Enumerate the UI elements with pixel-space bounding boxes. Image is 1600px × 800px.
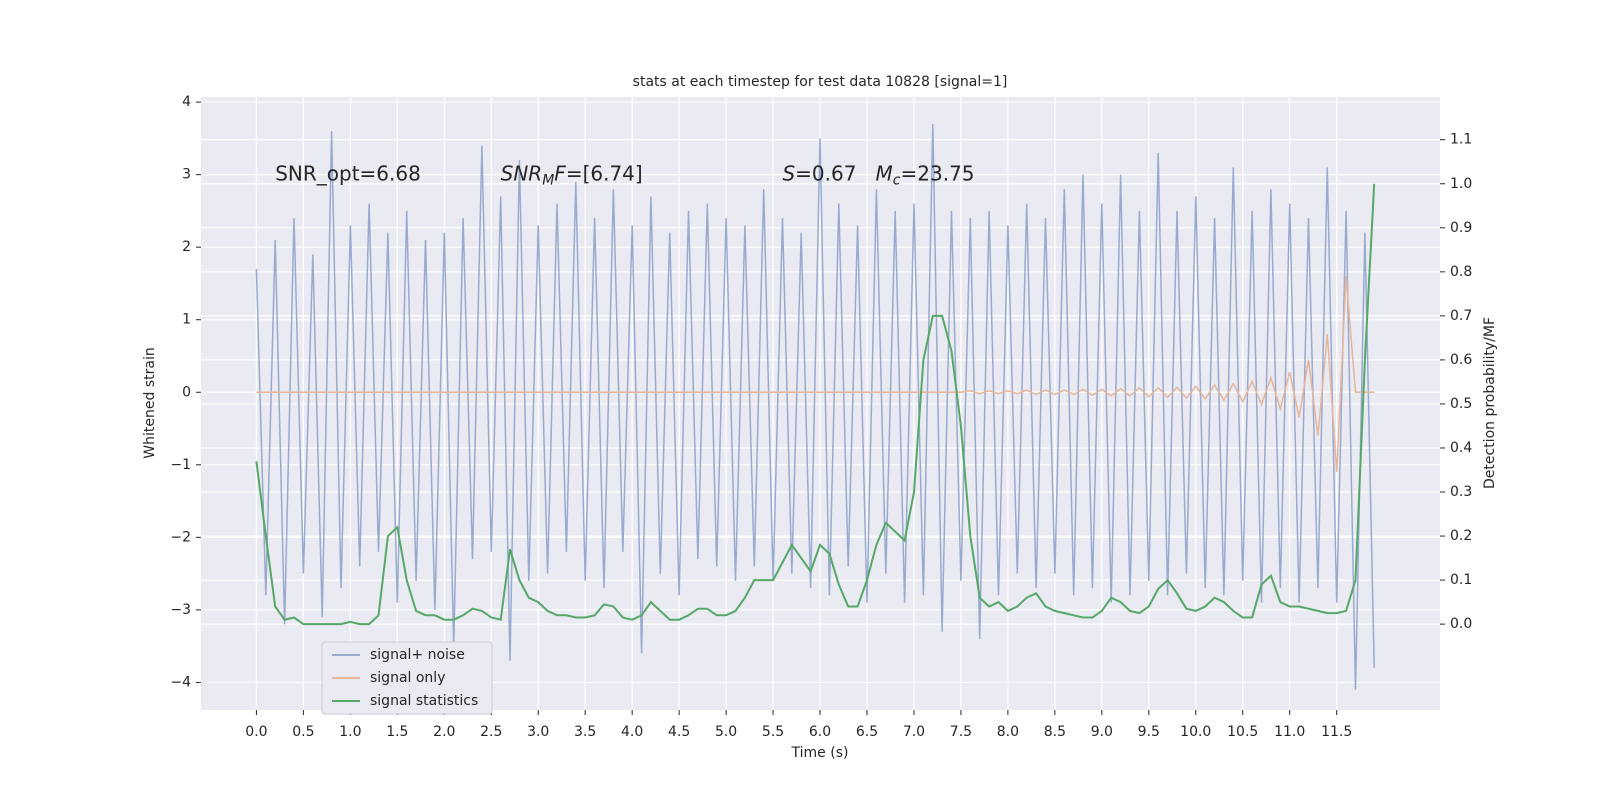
annotation-part: S [782, 161, 795, 185]
annotation-part: M [542, 173, 554, 189]
y2-tick-label: 0.7 [1450, 308, 1472, 324]
series-line [255, 123, 1375, 690]
x-tick-label: 9.5 [1138, 724, 1160, 740]
x-tick-label: 11.0 [1274, 724, 1305, 740]
x-tick-label: 5.5 [762, 724, 784, 740]
y-tick-label: 1 [182, 312, 191, 328]
x-tick-label: 7.5 [950, 724, 972, 740]
legend-label: signal statistics [370, 693, 478, 709]
y-axis-label: Whitened strain [142, 347, 158, 458]
y2-tick-label: 0.2 [1450, 528, 1472, 544]
annotation-part: SNR [501, 161, 543, 185]
x-axis-label: Time (s) [791, 745, 849, 761]
x-tick-label: 6.5 [856, 724, 878, 740]
y2-tick-label: 0.6 [1450, 352, 1472, 368]
y-tick-label: −4 [170, 674, 191, 690]
x-tick-label: 4.5 [668, 724, 690, 740]
x-tick-label: 1.0 [339, 724, 361, 740]
y-tick-label: −3 [170, 602, 191, 618]
x-tick-label: 11.5 [1321, 724, 1352, 740]
y2-tick-label: 1.0 [1450, 176, 1472, 192]
legend-label: signal only [370, 670, 445, 686]
y-tick-label: −2 [170, 529, 191, 545]
annotation-part: F [554, 161, 566, 185]
annotation: S=0.67 Mc=23.75 [782, 161, 974, 189]
x-tick-label: 9.0 [1091, 724, 1113, 740]
y-tick-label: 3 [182, 167, 191, 183]
series-line [255, 183, 1376, 626]
x-tick-label: 3.5 [574, 724, 596, 740]
annotation-part: SNR_opt=6.68 [275, 161, 421, 185]
x-tick-label: 7.0 [903, 724, 925, 740]
x-tick-label: 4.0 [621, 724, 643, 740]
y2-tick-label: 0.5 [1450, 396, 1472, 412]
annotation-part: =0.67 [795, 161, 875, 185]
x-tick-label: 2.5 [480, 724, 502, 740]
annotation-part: M [876, 161, 893, 185]
x-tick-label: 10.0 [1180, 724, 1211, 740]
y2-tick-label: 0.0 [1450, 616, 1472, 632]
y2-axis-label: Detection probability/MF [1482, 317, 1498, 489]
x-tick-label: 6.0 [809, 724, 831, 740]
x-tick-label: 0.5 [292, 724, 314, 740]
x-tick-label: 8.5 [1044, 724, 1066, 740]
x-tick-label: 1.5 [386, 724, 408, 740]
y2-tick-label: 0.1 [1450, 572, 1472, 588]
y2-tick-label: 0.9 [1450, 220, 1472, 236]
y2-tick-label: 0.8 [1450, 264, 1472, 280]
y-tick-label: 0 [182, 384, 191, 400]
y-tick-label: 4 [182, 94, 191, 110]
y2-tick-label: 0.4 [1450, 440, 1472, 456]
annotation-part: c [893, 173, 901, 189]
annotation-part: =[6.74] [566, 161, 643, 185]
x-tick-label: 8.0 [997, 724, 1019, 740]
x-tick-label: 3.0 [527, 724, 549, 740]
annotation: SNR_opt=6.68 [275, 161, 421, 185]
series-line [256, 276, 1375, 473]
chart-title: stats at each timestep for test data 108… [633, 74, 1008, 90]
y2-tick-label: 0.3 [1450, 484, 1472, 500]
x-tick-label: 0.0 [245, 724, 267, 740]
x-tick-label: 2.0 [433, 724, 455, 740]
legend-box [321, 641, 493, 715]
annotation-part: =23.75 [901, 161, 975, 185]
legend-label: signal+ noise [370, 647, 465, 663]
y2-tick-label: 1.1 [1450, 132, 1472, 148]
y-tick-label: −1 [170, 457, 191, 473]
y-tick-label: 2 [182, 239, 191, 255]
x-tick-label: 10.5 [1227, 724, 1258, 740]
x-tick-label: 5.0 [715, 724, 737, 740]
annotation: SNRMF=[6.74] [501, 161, 643, 189]
